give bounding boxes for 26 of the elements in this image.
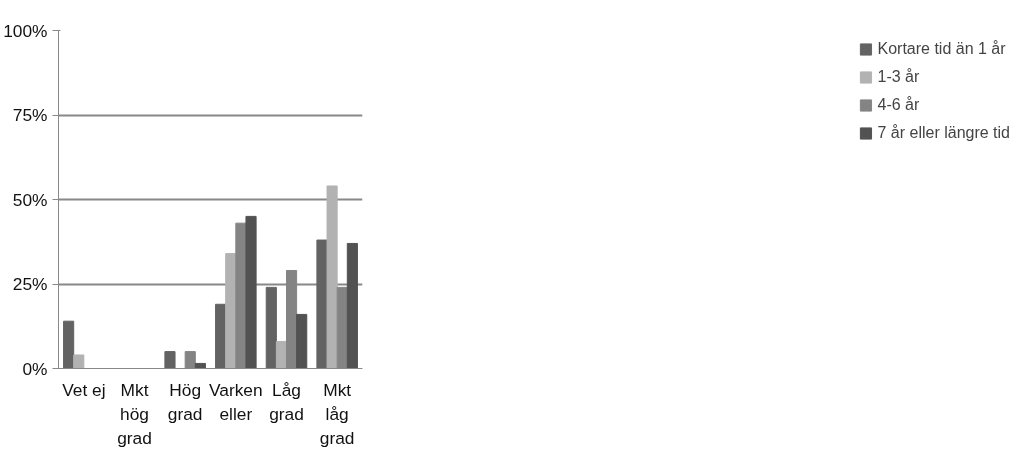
legend-label: 1-3 år: [877, 68, 920, 86]
x-tick-label: Låg grad: [269, 379, 304, 424]
x-tick-label: Vet ej: [62, 379, 106, 400]
bar: [296, 313, 308, 369]
y-tick-label: 25%: [12, 274, 48, 294]
bar: [225, 253, 237, 369]
legend-label: 7 år eller längre tid: [877, 124, 1010, 142]
bar: [265, 286, 277, 369]
bar: [63, 320, 75, 369]
bar: [245, 215, 257, 369]
x-tick-label: Mkt hög grad: [117, 379, 152, 448]
y-tick-label: 0%: [22, 358, 48, 379]
bar: [194, 362, 206, 369]
y-tick-label: 50%: [12, 189, 48, 210]
bar: [326, 185, 338, 369]
x-tick-label: Varken eller: [209, 379, 263, 424]
legend-label: 4-6 år: [877, 96, 920, 114]
y-tick-label: 75%: [12, 105, 48, 125]
bar: [346, 242, 358, 369]
bar: [164, 351, 176, 369]
legend-label: Kortare tid än 1 år: [877, 40, 1006, 58]
x-tick-label: Mkt låg grad: [319, 379, 355, 448]
bar: [316, 239, 328, 369]
x-tick-label: Hög grad: [167, 379, 203, 424]
y-tick-label: 100%: [3, 20, 48, 41]
bar: [73, 354, 85, 369]
